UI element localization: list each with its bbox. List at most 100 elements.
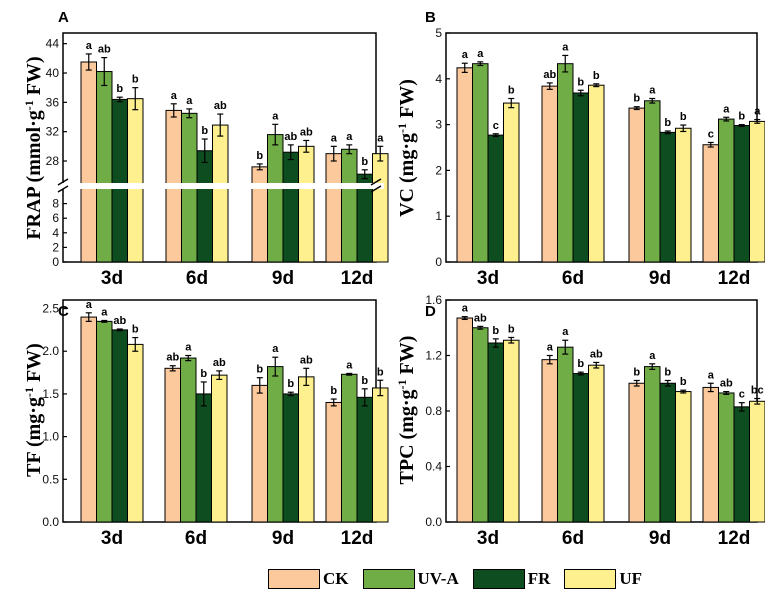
x-tick-label-D-12d: 12d: [718, 528, 751, 549]
legend-item-fr: FR: [472, 569, 551, 589]
bar-D-9d-CK: [628, 382, 645, 523]
significance-label-D-9d-CK: b: [633, 366, 640, 378]
bar-A-6d-UF: [212, 124, 229, 263]
legend-swatch-fr: [472, 569, 525, 589]
y-tick-label-B-1: 1: [435, 209, 442, 223]
significance-label-B-6d-UV-A: a: [562, 41, 569, 53]
bar-D-6d-UV-A: [557, 346, 574, 523]
significance-label-D-12d-UF: bc: [751, 385, 764, 397]
significance-label-D-12d-UV-A: ab: [720, 378, 733, 390]
axis-break-mark-bottom-A-1: [370, 185, 382, 193]
x-tick-label-A-3d: 3d: [101, 268, 123, 289]
bar-C-12d-UF: [372, 387, 389, 523]
bar-A-3d-UV-A: [96, 71, 113, 263]
significance-label-A-12d-UV-A: a: [346, 131, 353, 143]
significance-label-A-12d-UF: a: [377, 132, 384, 144]
significance-label-B-12d-FR: b: [738, 111, 745, 123]
significance-label-A-3d-FR: b: [116, 83, 123, 95]
significance-label-C-6d-CK: ab: [166, 352, 179, 364]
y-axis-title-text-B: VC (mg·g-1 FW): [395, 79, 418, 217]
significance-label-A-6d-UF: ab: [214, 100, 227, 112]
legend-label-fr: FR: [527, 569, 551, 588]
bar-B-3d-CK: [456, 67, 473, 263]
significance-label-C-9d-FR: b: [287, 378, 294, 390]
significance-label-B-12d-UF: a: [754, 106, 761, 118]
y-tick-label-A-upper-28: 28: [46, 154, 60, 168]
bar-A-9d-UF: [298, 145, 315, 263]
bar-C-6d-UV-A: [180, 357, 197, 523]
significance-label-A-3d-CK: a: [86, 40, 93, 52]
bar-A-3d-UF: [127, 98, 144, 263]
bar-D-9d-UF: [675, 391, 692, 523]
bar-A-9d-CK: [251, 166, 268, 263]
bar-D-3d-UV-A: [472, 327, 489, 523]
significance-label-A-6d-UV-A: a: [186, 95, 193, 107]
x-tick-label-B-9d: 9d: [649, 268, 671, 289]
significance-label-A-6d-CK: a: [171, 90, 178, 102]
y-tick-label-B-5: 5: [435, 26, 442, 40]
significance-label-C-12d-FR: b: [361, 375, 368, 387]
y-tick-label-C-1.0: 1.0: [42, 430, 59, 444]
significance-label-B-3d-FR: c: [493, 120, 499, 132]
y-tick-label-A-lower-4: 4: [52, 226, 59, 240]
bar-C-3d-FR: [111, 329, 128, 523]
bar-B-6d-UV-A: [557, 63, 574, 263]
significance-label-B-9d-CK: b: [633, 93, 640, 105]
y-tick-label-B-0: 0: [435, 255, 442, 269]
significance-label-B-9d-UV-A: a: [649, 84, 656, 96]
significance-label-D-3d-FR: b: [492, 325, 499, 337]
significance-label-A-3d-UV-A: ab: [98, 44, 111, 56]
legend-item-uf: UF: [564, 569, 642, 589]
bar-C-6d-CK: [164, 367, 181, 523]
y-tick-label-D-0.4: 0.4: [425, 460, 442, 474]
significance-label-D-3d-UV-A: ab: [474, 312, 487, 324]
y-tick-label-A-upper-44: 44: [46, 37, 60, 51]
legend-swatch-ck: [268, 569, 320, 589]
significance-label-B-9d-UF: b: [680, 111, 687, 123]
significance-label-B-3d-UV-A: a: [477, 48, 484, 60]
x-tick-label-A-6d: 6d: [186, 268, 208, 289]
significance-label-C-6d-UF: ab: [213, 357, 226, 369]
x-tick-label-B-12d: 12d: [718, 268, 751, 289]
y-tick-label-D-0.0: 0.0: [425, 515, 442, 529]
bar-D-6d-CK: [541, 359, 558, 523]
significance-label-C-6d-UV-A: a: [185, 342, 192, 354]
bar-D-6d-FR: [572, 373, 589, 523]
significance-label-A-3d-UF: b: [132, 74, 139, 86]
legend-item-ck: CK: [268, 569, 349, 589]
bar-C-9d-UF: [298, 376, 315, 523]
x-tick-label-B-3d: 3d: [477, 268, 499, 289]
significance-label-B-12d-UV-A: a: [723, 103, 730, 115]
legend-label-uva: UV-A: [417, 569, 459, 588]
bar-A-3d-CK: [80, 61, 97, 263]
y-axis-title-text-A: FRAP (mmol·g-1 FW): [22, 56, 45, 239]
bar-C-3d-UV-A: [96, 320, 113, 523]
panel-letter-B: B: [425, 9, 436, 26]
y-tick-label-C-0.5: 0.5: [42, 472, 59, 486]
significance-label-C-3d-UV-A: a: [101, 306, 108, 318]
significance-label-A-12d-FR: b: [361, 156, 368, 168]
y-tick-label-D-1.2: 1.2: [425, 349, 442, 363]
bar-C-3d-CK: [80, 316, 97, 523]
significance-label-C-12d-UF: b: [377, 366, 384, 378]
bar-D-9d-FR: [659, 382, 676, 523]
y-axis-title-D: TPC (mg·g-1 FW): [395, 336, 418, 485]
significance-label-D-9d-UF: b: [680, 376, 687, 388]
y-tick-label-B-2: 2: [435, 163, 442, 177]
y-tick-label-A-upper-32: 32: [46, 125, 60, 139]
y-tick-label-A-upper-40: 40: [46, 66, 60, 80]
significance-label-B-3d-CK: a: [462, 49, 469, 61]
significance-label-D-3d-UF: b: [508, 323, 515, 335]
legend-item-uva: UV-A: [362, 569, 459, 589]
bar-C-6d-UF: [211, 374, 228, 523]
panel-letter-D: D: [425, 303, 436, 320]
x-tick-label-D-3d: 3d: [477, 528, 499, 549]
bar-D-12d-FR: [733, 406, 750, 523]
significance-label-C-6d-FR: b: [200, 368, 207, 380]
bar-B-3d-UF: [503, 102, 520, 263]
bar-B-3d-FR: [487, 134, 504, 263]
bar-B-9d-UF: [675, 127, 692, 263]
x-tick-label-D-6d: 6d: [562, 528, 584, 549]
bar-D-12d-UV-A: [718, 392, 735, 523]
